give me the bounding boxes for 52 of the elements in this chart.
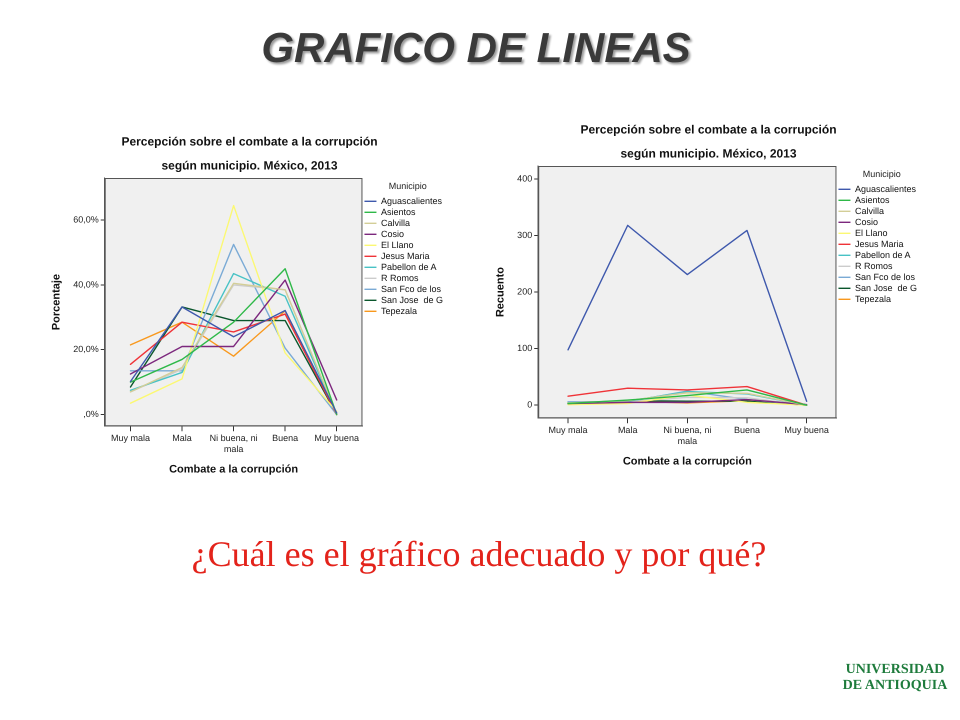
legend-label: Calvilla xyxy=(380,218,410,228)
x-tick-label: Ni buena, ni mala xyxy=(663,425,712,446)
legend-label: San Fco de los xyxy=(380,284,442,294)
text: UNIVERSIDAD DE ANTIOQUIA xyxy=(842,662,948,694)
x-tick-label: Mala xyxy=(172,433,192,444)
y-tick-label: ,0% xyxy=(83,409,99,420)
legend-label: San Jose de G xyxy=(854,282,918,293)
legend-label: Jesus Maria xyxy=(854,238,904,249)
y-tick-label: 20,0% xyxy=(73,344,99,354)
y-tick-label: 400 xyxy=(517,173,532,184)
x-tick-label: Ni buena, ni mala xyxy=(210,433,258,454)
legend-title: Municipio xyxy=(862,168,901,179)
legend-label: Aguascalientes xyxy=(380,196,442,206)
text: ¿Cuál es el gráfico adecuado y por qué? xyxy=(192,533,766,575)
y-tick-label: 0 xyxy=(527,400,532,410)
legend-label: Cosio xyxy=(380,228,404,239)
legend-label: Aguascalientes xyxy=(854,184,916,194)
legend-title: Municipio xyxy=(388,180,427,191)
x-tick-label: Mala xyxy=(618,425,638,436)
x-tick-label: Buena xyxy=(272,433,298,444)
legend-label: Calvilla xyxy=(854,206,884,216)
x-tick-label: Buena xyxy=(734,425,760,436)
x-tick-label: Muy buena xyxy=(784,425,829,436)
y-axis-title: Porcentaje xyxy=(50,274,63,330)
y-tick-label: 60,0% xyxy=(73,214,99,225)
legend-label: San Jose de G xyxy=(380,294,444,305)
legend-label: Jesus Maria xyxy=(380,250,430,261)
legend-label: El Llano xyxy=(854,228,888,238)
legend-label: Tepezala xyxy=(380,306,417,316)
legend-label: Cosio xyxy=(854,216,878,227)
chart-title: Percepción sobre el combate a la corrupción según municipio. México, 2013 xyxy=(121,134,378,172)
legend-label: San Fco de los xyxy=(854,272,916,282)
legend-label: El Llano xyxy=(380,240,414,250)
y-tick-label: 300 xyxy=(517,230,532,240)
legend-label: Pabellon de A xyxy=(380,262,437,272)
x-tick-label: Muy buena xyxy=(314,433,359,444)
x-axis-title: Combate a la corrupción xyxy=(169,463,298,476)
legend-label: Pabellon de A xyxy=(854,250,911,260)
legend-label: Asientos xyxy=(380,206,416,217)
x-tick-label: Muy mala xyxy=(548,425,588,436)
y-tick-label: 200 xyxy=(517,286,532,297)
legend-label: Asientos xyxy=(854,194,890,205)
legend-label: Tepezala xyxy=(854,294,891,304)
y-tick-label: 100 xyxy=(517,343,532,354)
legend-label: R Romos xyxy=(854,260,893,271)
x-tick-label: Muy mala xyxy=(110,433,150,444)
legend-label: R Romos xyxy=(380,272,419,283)
x-axis-title: Combate a la corrupción xyxy=(622,455,752,468)
y-tick-label: 40,0% xyxy=(73,279,99,290)
chart-title: Percepción sobre el combate a la corrupción según municipio. México, 2013 xyxy=(580,122,837,160)
y-axis-title: Recuento xyxy=(494,266,507,318)
text: GRAFICO DE LINEAS xyxy=(261,24,691,72)
